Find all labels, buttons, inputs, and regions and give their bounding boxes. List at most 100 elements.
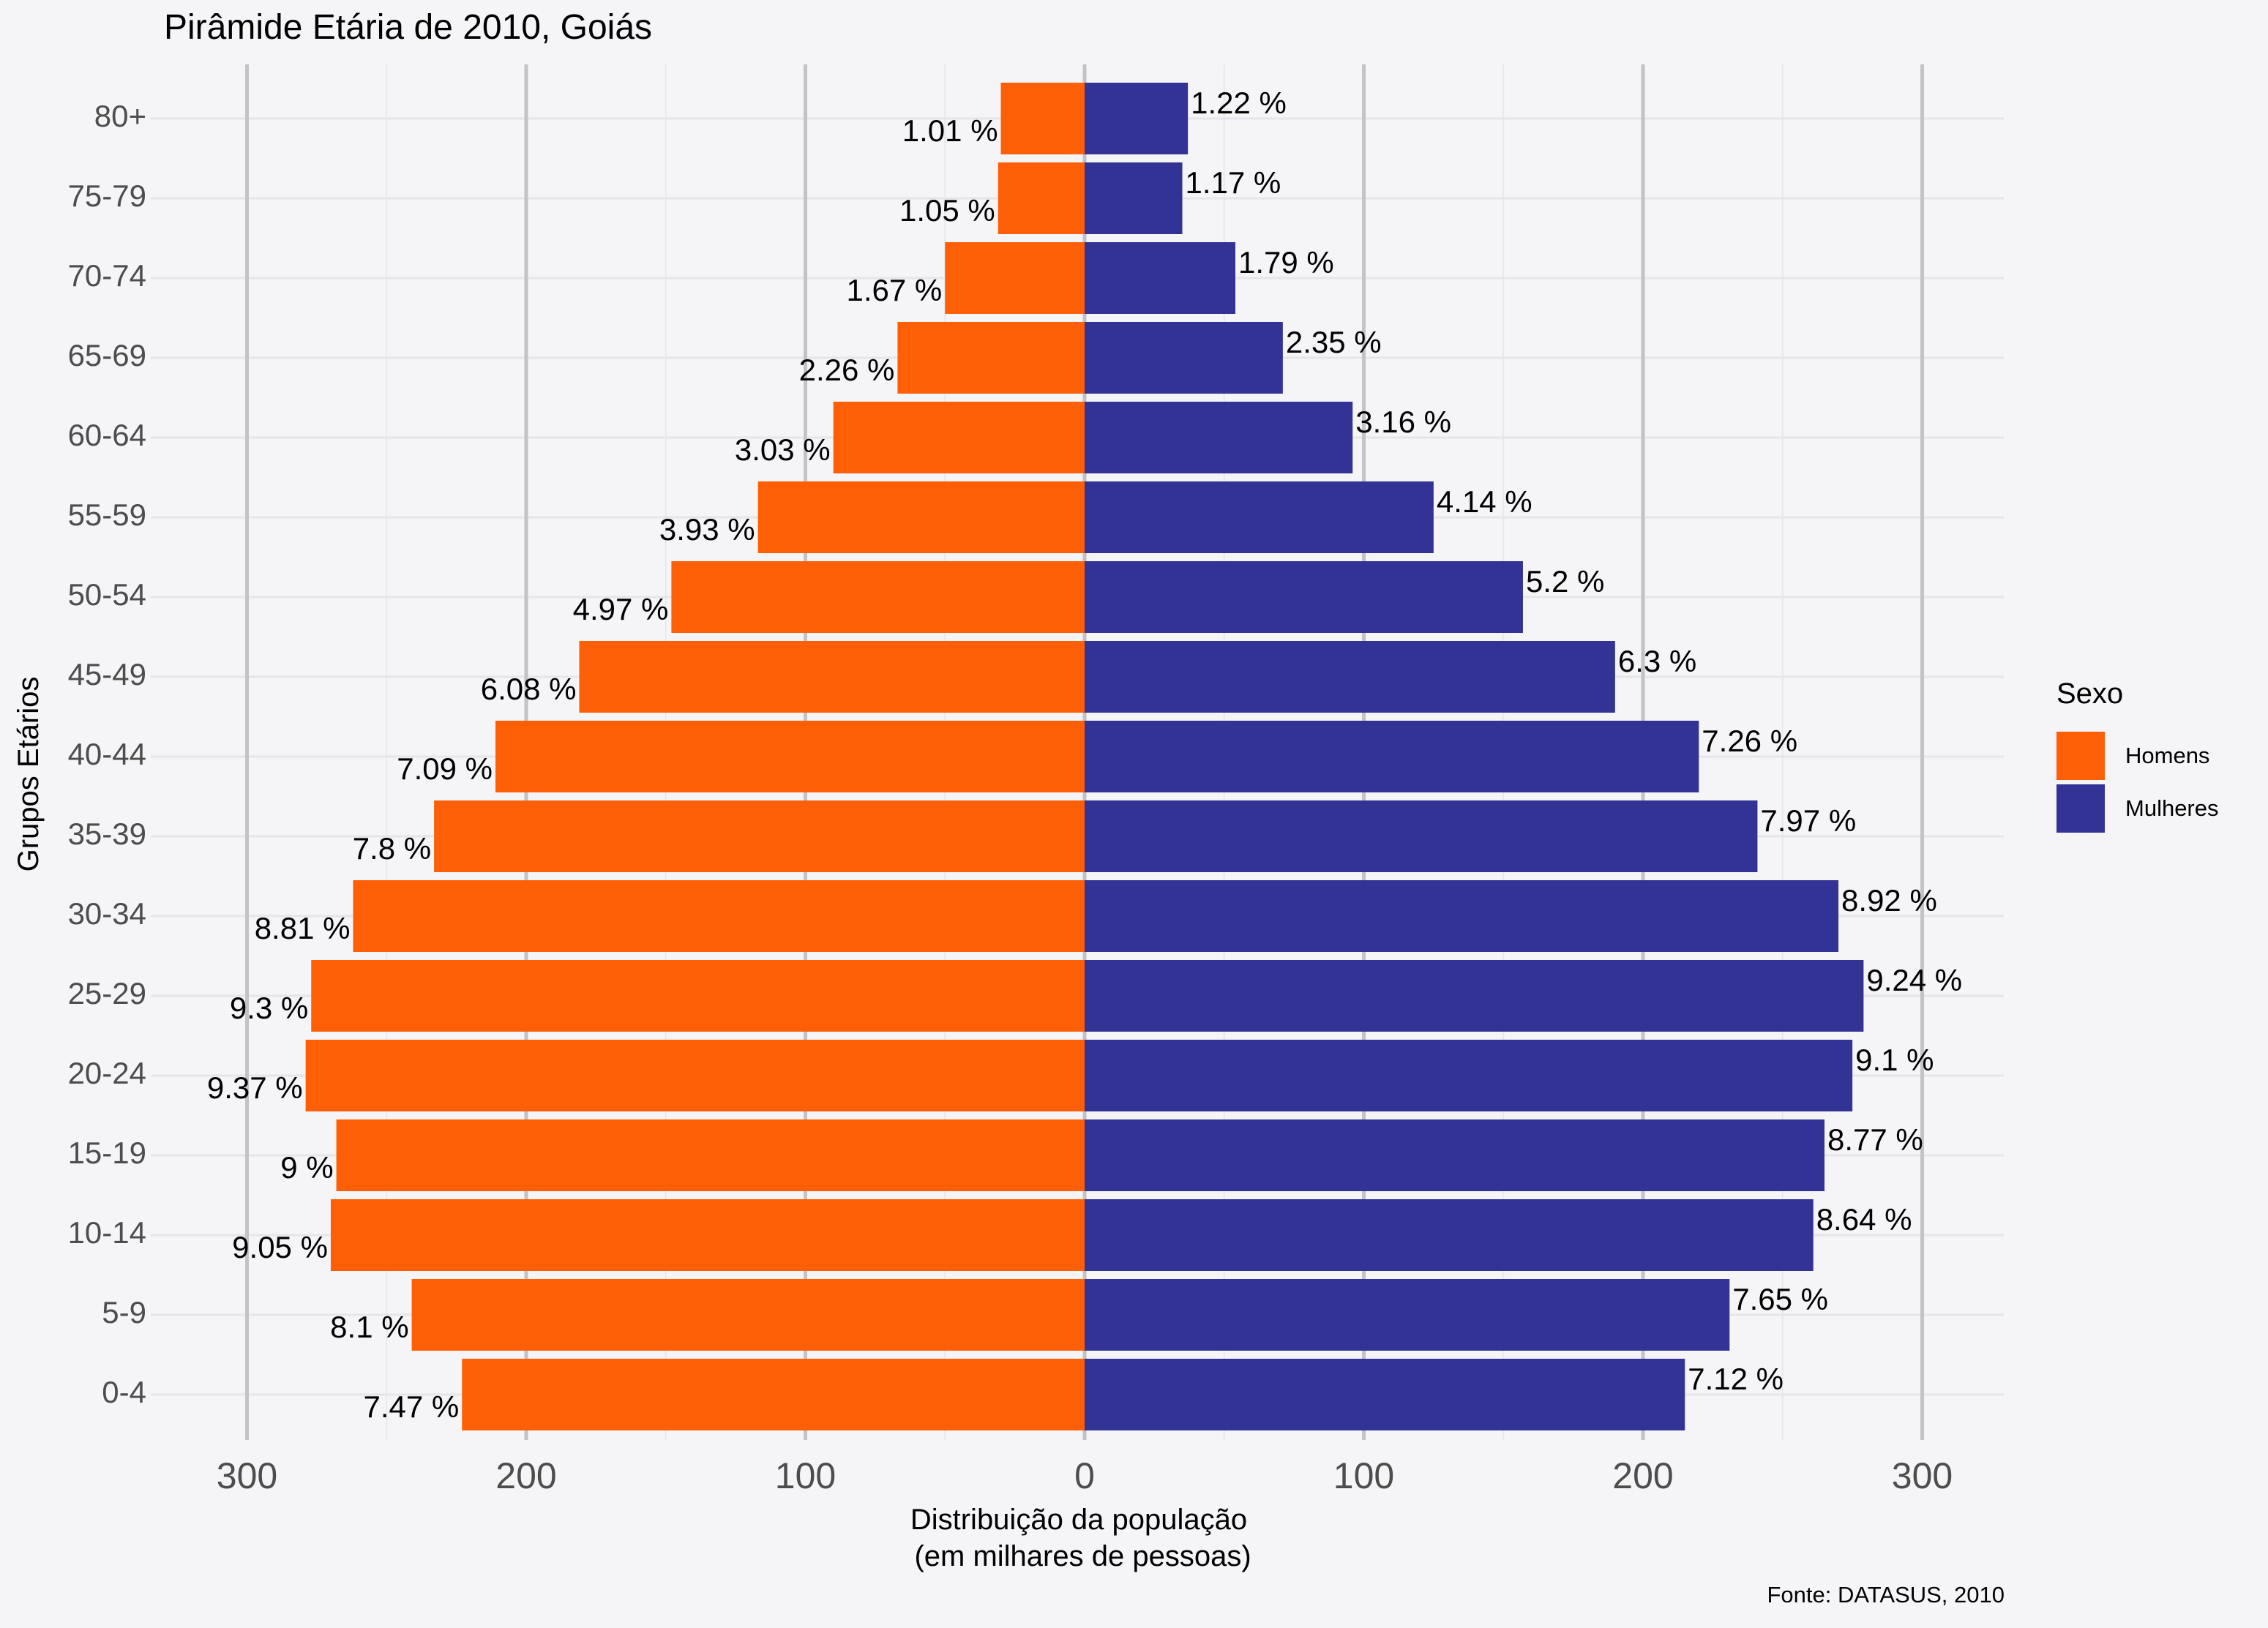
label-mulheres-65-69: 2.35 % xyxy=(1286,325,1382,359)
bars xyxy=(305,83,1864,1430)
label-mulheres-10-14: 8.64 % xyxy=(1816,1202,1912,1237)
legend-key-mulheres xyxy=(2056,784,2105,833)
y-tick-30-34: 30-34 xyxy=(68,896,146,931)
label-mulheres-50-54: 5.2 % xyxy=(1526,564,1604,599)
bar-homens-70-74 xyxy=(945,242,1085,314)
y-tick-10-14: 10-14 xyxy=(68,1215,146,1250)
label-mulheres-20-24: 9.1 % xyxy=(1855,1043,1934,1077)
bar-homens-60-64 xyxy=(833,402,1085,473)
legend-item-homens: Homens xyxy=(2056,729,2219,782)
bar-mulheres-75-79 xyxy=(1085,162,1183,234)
bar-mulheres-65-69 xyxy=(1085,322,1283,394)
bar-mulheres-30-34 xyxy=(1085,880,1839,952)
label-mulheres-70-74: 1.79 % xyxy=(1238,245,1334,280)
bar-mulheres-60-64 xyxy=(1085,402,1353,473)
y-tick-0-4: 0-4 xyxy=(102,1375,146,1409)
label-homens-15-19: 9 % xyxy=(280,1150,333,1185)
bar-mulheres-5-9 xyxy=(1085,1279,1730,1351)
bar-homens-35-39 xyxy=(434,800,1085,872)
label-homens-40-44: 7.09 % xyxy=(397,751,493,786)
y-tick-80+: 80+ xyxy=(94,99,146,133)
legend-label-mulheres: Mulheres xyxy=(2125,795,2219,821)
bar-mulheres-40-44 xyxy=(1085,721,1699,792)
label-mulheres-80+: 1.22 % xyxy=(1191,86,1287,120)
bar-homens-55-59 xyxy=(757,481,1085,553)
y-tick-45-49: 45-49 xyxy=(68,657,146,691)
x-axis-title-line1: Distribuição da população xyxy=(910,1504,1247,1536)
bar-mulheres-80+ xyxy=(1085,83,1189,154)
bar-homens-5-9 xyxy=(411,1279,1085,1351)
y-tick-labels: 0-4 5-9 10-14 15-19 20-24 25-29 30-34 35-39 40-4… xyxy=(68,99,146,1409)
chart-title: Pirâmide Etária de 2010, Goiás xyxy=(164,8,653,47)
bar-homens-40-44 xyxy=(495,721,1085,792)
y-tick-60-64: 60-64 xyxy=(68,418,146,452)
bar-mulheres-0-4 xyxy=(1085,1359,1685,1430)
bar-homens-45-49 xyxy=(579,641,1085,713)
bar-homens-75-79 xyxy=(998,162,1085,234)
label-homens-45-49: 6.08 % xyxy=(481,672,577,706)
label-homens-60-64: 3.03 % xyxy=(735,432,831,467)
legend-title: Sexo xyxy=(2056,678,2124,710)
label-mulheres-35-39: 7.97 % xyxy=(1760,803,1856,838)
label-mulheres-55-59: 4.14 % xyxy=(1437,484,1532,519)
bar-mulheres-15-19 xyxy=(1085,1119,1824,1191)
y-tick-55-59: 55-59 xyxy=(68,498,146,532)
bar-mulheres-35-39 xyxy=(1085,800,1758,872)
label-homens-10-14: 9.05 % xyxy=(232,1230,328,1264)
y-tick-35-39: 35-39 xyxy=(68,817,146,851)
label-homens-75-79: 1.05 % xyxy=(899,193,995,228)
label-homens-35-39: 7.8 % xyxy=(353,831,431,866)
bar-homens-30-34 xyxy=(353,880,1085,952)
label-mulheres-0-4: 7.12 % xyxy=(1688,1362,1784,1396)
y-tick-5-9: 5-9 xyxy=(102,1295,146,1329)
y-tick-75-79: 75-79 xyxy=(68,179,146,213)
x-tick-3: 0 xyxy=(1074,1455,1095,1496)
label-mulheres-15-19: 8.77 % xyxy=(1827,1122,1923,1157)
y-tick-25-29: 25-29 xyxy=(68,976,146,1010)
bar-mulheres-25-29 xyxy=(1085,960,1864,1032)
bar-mulheres-20-24 xyxy=(1085,1040,1853,1111)
label-homens-50-54: 4.97 % xyxy=(573,592,669,626)
legend-label-homens: Homens xyxy=(2125,743,2210,768)
label-mulheres-40-44: 7.26 % xyxy=(1702,724,1797,758)
x-tick-6: 300 xyxy=(1892,1455,1953,1496)
bar-homens-65-69 xyxy=(897,322,1085,394)
bar-mulheres-70-74 xyxy=(1085,242,1236,314)
bar-homens-15-19 xyxy=(336,1119,1085,1191)
x-tick-5: 200 xyxy=(1612,1455,1673,1496)
label-mulheres-45-49: 6.3 % xyxy=(1618,644,1696,678)
x-tick-4: 100 xyxy=(1333,1455,1394,1496)
bar-mulheres-10-14 xyxy=(1085,1199,1814,1271)
label-homens-20-24: 9.37 % xyxy=(207,1070,303,1105)
bar-mulheres-45-49 xyxy=(1085,641,1615,713)
y-tick-70-74: 70-74 xyxy=(68,258,146,293)
x-tick-2: 100 xyxy=(775,1455,836,1496)
bar-homens-50-54 xyxy=(671,561,1085,633)
y-tick-20-24: 20-24 xyxy=(68,1056,146,1090)
bar-mulheres-50-54 xyxy=(1085,561,1523,633)
bar-labels: 7.47 % 7.12 % 8.1 % 7.65 % 9.05 % 8.64 % 9 % 8.… xyxy=(207,86,1962,1424)
y-tick-50-54: 50-54 xyxy=(68,577,146,612)
bar-homens-10-14 xyxy=(330,1199,1085,1271)
bar-homens-80+ xyxy=(1000,83,1085,154)
label-mulheres-30-34: 8.92 % xyxy=(1841,883,1937,918)
x-tick-labels: 300 200 100 0 100 200 300 xyxy=(217,1455,1953,1496)
label-homens-30-34: 8.81 % xyxy=(255,911,351,945)
label-mulheres-75-79: 1.17 % xyxy=(1186,165,1281,200)
label-mulheres-5-9: 7.65 % xyxy=(1732,1282,1828,1316)
label-mulheres-60-64: 3.16 % xyxy=(1355,405,1451,439)
legend-item-mulheres: Mulheres xyxy=(2056,782,2219,835)
label-homens-55-59: 3.93 % xyxy=(659,512,755,547)
label-mulheres-25-29: 9.24 % xyxy=(1866,963,1962,997)
label-homens-5-9: 8.1 % xyxy=(330,1310,408,1344)
source-caption: Fonte: DATASUS, 2010 xyxy=(1767,1582,2005,1608)
bar-homens-0-4 xyxy=(462,1359,1085,1430)
x-tick-0: 300 xyxy=(217,1455,277,1496)
y-tick-40-44: 40-44 xyxy=(68,737,146,771)
legend-key-homens xyxy=(2056,732,2105,780)
label-homens-80+: 1.01 % xyxy=(902,113,998,148)
y-tick-15-19: 15-19 xyxy=(68,1136,146,1170)
y-axis-title: Grupos Etários xyxy=(12,677,45,872)
x-axis-title-line2: (em milhares de pessoas) xyxy=(906,1540,1251,1572)
